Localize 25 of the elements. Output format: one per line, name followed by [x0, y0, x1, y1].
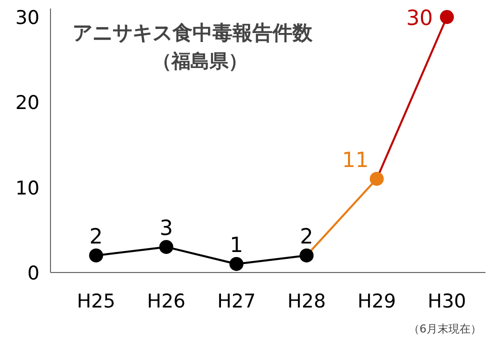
y-tick-label: 10	[15, 177, 40, 200]
y-tick-label: 20	[15, 92, 40, 114]
y-tick-label: 0	[27, 262, 40, 284]
x-tick-label: H26	[147, 290, 186, 312]
text: （福島県）	[152, 50, 248, 72]
data-label: 3	[160, 216, 173, 240]
point	[229, 256, 244, 271]
data-label: 11	[342, 148, 369, 172]
x-tick-label: H28	[287, 290, 326, 312]
x-tick-label: H30	[428, 290, 466, 312]
y-tick-label: 30	[15, 7, 40, 30]
data-label: 2	[89, 224, 103, 248]
point	[159, 240, 174, 254]
point	[300, 248, 314, 262]
x-tick-label: H29	[358, 290, 396, 312]
data-label: 1	[230, 232, 244, 257]
text: アニサキス食中毒報告件数	[72, 20, 314, 44]
point	[370, 172, 384, 186]
text: （6月末現在）	[408, 322, 482, 336]
x-tick-label: H27	[217, 290, 256, 312]
x-tick-label: H25	[76, 290, 116, 312]
data-label: 2	[300, 224, 314, 248]
point	[89, 248, 104, 262]
data-label: 30	[406, 6, 433, 30]
point	[440, 10, 454, 24]
